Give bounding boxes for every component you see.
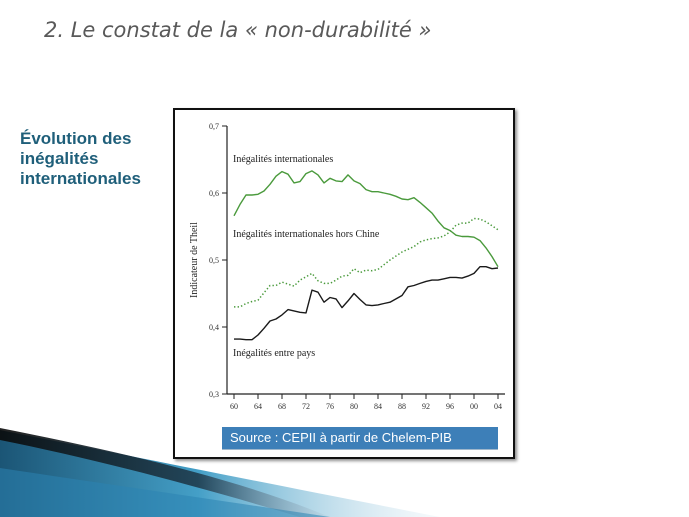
source-bar: Source : CEPII à partir de Chelem-PIB xyxy=(222,427,498,450)
y-tick-label: 0,4 xyxy=(209,323,219,332)
x-tick-label: 92 xyxy=(422,402,430,411)
theil-chart: 0,3 0,4 0,5 0,6 0,7 60 64 68 72 76 80 84 88 92 96 00 04 I… xyxy=(189,122,505,411)
x-tick-label: 84 xyxy=(374,402,382,411)
x-tick-label: 64 xyxy=(254,402,262,411)
x-tick-label: 04 xyxy=(494,402,502,411)
side-heading-line: inégalités xyxy=(20,149,99,168)
x-tick-label: 76 xyxy=(326,402,334,411)
slide-title: 2. Le constat de la « non-durabilité » xyxy=(44,18,432,42)
x-tick-label: 00 xyxy=(470,402,478,411)
y-tick-label: 0,3 xyxy=(209,390,219,399)
series-line-3 xyxy=(234,265,499,341)
y-tick-label: 0,7 xyxy=(209,122,219,131)
x-tick-label: 68 xyxy=(278,402,286,411)
x-tick-label: 88 xyxy=(398,402,406,411)
series-label-3: Inégalités entre pays xyxy=(233,348,315,359)
side-heading: Évolution des inégalités internationales xyxy=(20,129,180,189)
source-text: Source : CEPII à partir de Chelem-PIB xyxy=(230,430,452,445)
x-tick-label: 72 xyxy=(302,402,310,411)
side-heading-line: Évolution des xyxy=(20,129,132,148)
x-tick-label: 80 xyxy=(350,402,358,411)
chart-series xyxy=(233,170,499,341)
series-label-1: Inégalités internationales xyxy=(233,154,333,165)
series-label-2: Inégalités internationales hors Chine xyxy=(233,229,380,240)
chart-frame: 0,3 0,4 0,5 0,6 0,7 60 64 68 72 76 80 84 88 92 96 00 04 I… xyxy=(173,108,515,459)
x-tick-label: 96 xyxy=(446,402,454,411)
series-line-1 xyxy=(233,170,499,268)
side-heading-line: internationales xyxy=(20,169,141,188)
y-axis-title: Indicateur de Theil xyxy=(189,222,200,298)
chart-axes: 0,3 0,4 0,5 0,6 0,7 60 64 68 72 76 80 84 88 92 96 00 04 I… xyxy=(189,122,505,411)
x-tick-label: 60 xyxy=(230,402,238,411)
y-tick-label: 0,6 xyxy=(209,189,219,198)
y-tick-label: 0,5 xyxy=(209,256,219,265)
chart-labels: Inégalités internationales Inégalités int… xyxy=(233,154,380,359)
